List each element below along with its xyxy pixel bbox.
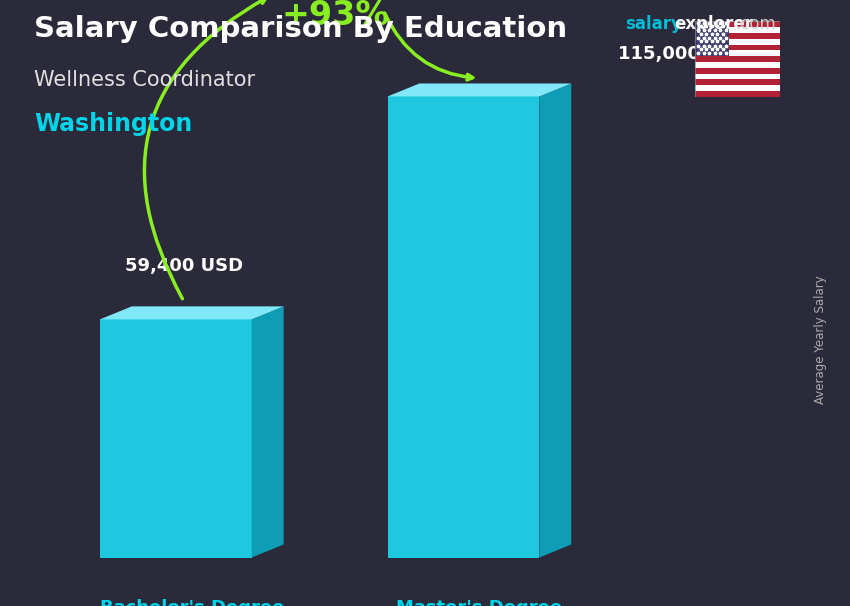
Bar <box>695 21 729 56</box>
Bar <box>695 21 780 27</box>
Text: Salary Comparison By Education: Salary Comparison By Education <box>34 15 567 43</box>
Bar <box>695 68 780 74</box>
Polygon shape <box>100 307 284 319</box>
Text: 115,000 USD: 115,000 USD <box>618 45 749 62</box>
Polygon shape <box>100 319 252 558</box>
Bar <box>695 33 780 39</box>
Bar <box>695 44 780 50</box>
Polygon shape <box>388 96 539 558</box>
Text: salary: salary <box>625 15 682 33</box>
Text: Bachelor's Degree: Bachelor's Degree <box>99 599 284 606</box>
Text: Wellness Coordinator: Wellness Coordinator <box>34 70 255 90</box>
Text: 59,400 USD: 59,400 USD <box>125 257 243 275</box>
Text: Washington: Washington <box>34 112 192 136</box>
Bar <box>695 74 780 79</box>
Bar <box>695 79 780 85</box>
Text: +93%: +93% <box>281 0 389 32</box>
Polygon shape <box>252 307 284 558</box>
Bar <box>695 56 780 62</box>
Text: Average Yearly Salary: Average Yearly Salary <box>813 275 827 404</box>
Text: Master's Degree: Master's Degree <box>396 599 563 606</box>
Bar <box>695 50 780 56</box>
Text: explorer: explorer <box>674 15 753 33</box>
Polygon shape <box>539 84 571 558</box>
Bar <box>695 91 780 97</box>
Text: .com: .com <box>735 15 776 33</box>
Bar <box>695 39 780 44</box>
Bar <box>695 85 780 91</box>
Polygon shape <box>388 84 571 96</box>
Bar <box>695 62 780 68</box>
Bar <box>695 27 780 33</box>
